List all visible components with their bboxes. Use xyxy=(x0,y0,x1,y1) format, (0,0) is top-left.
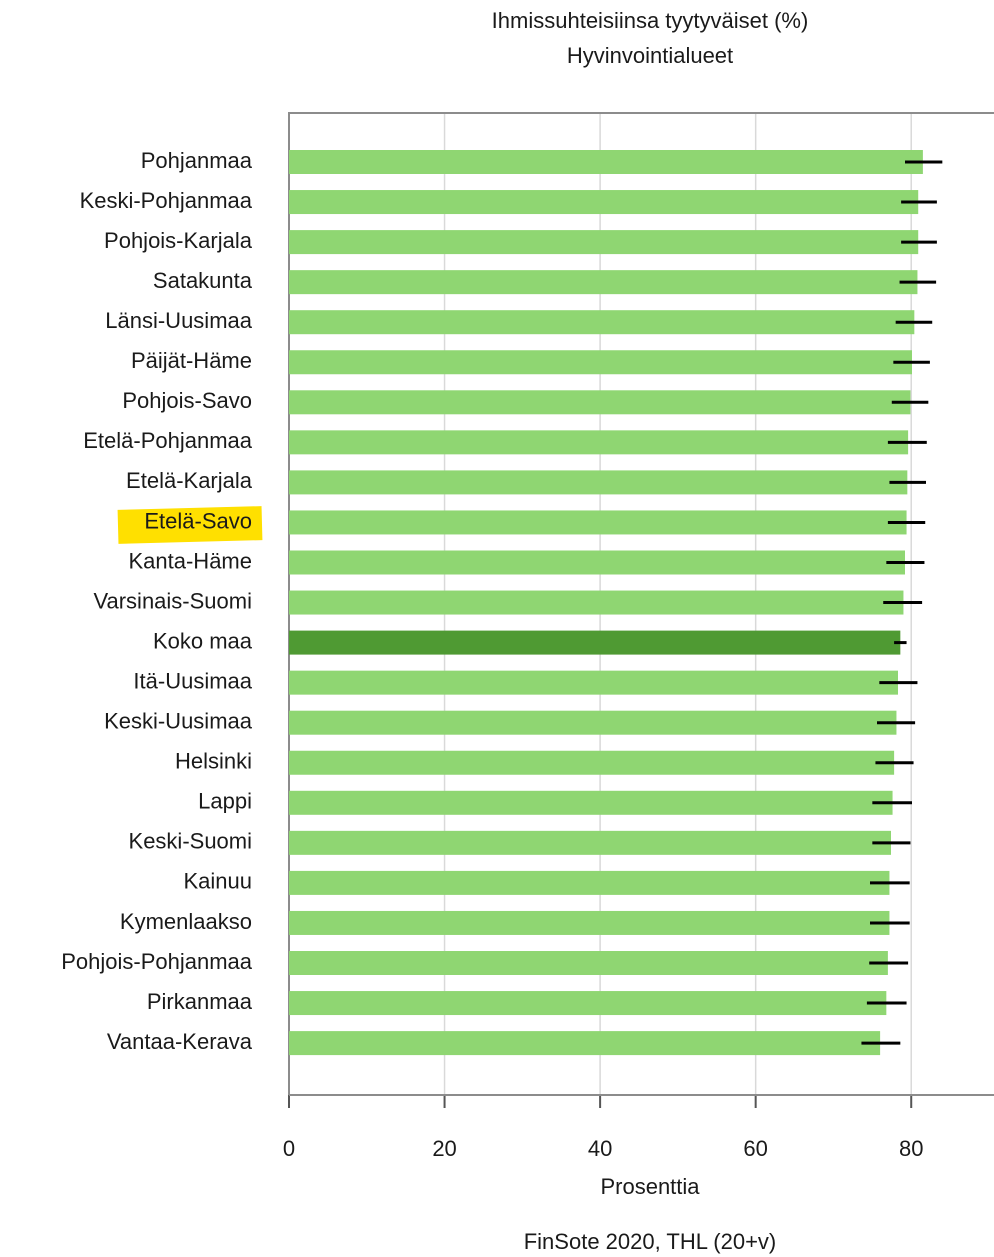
bar xyxy=(289,310,915,335)
bar xyxy=(289,590,904,615)
y-tick-label: Kymenlaakso xyxy=(120,909,252,934)
y-tick-label: Itä-Uusimaa xyxy=(133,668,252,693)
y-tick-label: Länsi-Uusimaa xyxy=(105,308,252,333)
bar xyxy=(289,190,919,215)
y-tick-label: Keski-Uusimaa xyxy=(104,709,253,734)
bar xyxy=(289,951,888,975)
y-tick-label: Pohjois-Savo xyxy=(122,388,252,413)
highlight xyxy=(117,506,263,544)
y-tick-label: Pirkanmaa xyxy=(147,989,253,1014)
y-tick-label: Vantaa-Kerava xyxy=(107,1029,253,1054)
bar xyxy=(289,390,911,415)
bar xyxy=(289,710,897,735)
x-tick-label: 80 xyxy=(899,1136,923,1161)
bar xyxy=(289,830,891,855)
y-tick-label: Varsinais-Suomi xyxy=(93,588,252,613)
bar xyxy=(289,430,909,455)
x-tick-label: 60 xyxy=(743,1136,767,1161)
bar xyxy=(289,230,919,255)
bar xyxy=(289,991,887,1016)
y-tick-label: Päijät-Häme xyxy=(131,348,252,373)
bar xyxy=(289,270,918,295)
bar xyxy=(289,790,893,815)
bar xyxy=(289,630,901,655)
y-tick-label: Pohjois-Karjala xyxy=(104,228,253,253)
bar xyxy=(289,910,890,935)
x-tick-label: 0 xyxy=(283,1136,295,1161)
y-tick-label: Etelä-Karjala xyxy=(126,468,253,493)
bar xyxy=(289,350,912,375)
y-tick-label: Keski-Suomi xyxy=(129,829,252,854)
bar xyxy=(289,1031,881,1056)
bar xyxy=(289,550,905,575)
y-tick-label: Etelä-Savo xyxy=(144,508,252,533)
bar xyxy=(289,150,923,174)
bar xyxy=(289,470,908,495)
bar xyxy=(289,510,907,535)
chart-subtitle: Hyvinvointialueet xyxy=(567,43,733,68)
bar xyxy=(289,870,890,895)
bar xyxy=(289,670,898,695)
x-tick-label: 40 xyxy=(588,1136,612,1161)
bar xyxy=(289,750,895,775)
y-tick-label: Keski-Pohjanmaa xyxy=(80,188,253,213)
y-tick-label: Satakunta xyxy=(153,268,253,293)
y-tick-label: Etelä-Pohjanmaa xyxy=(83,428,253,453)
source: FinSote 2020, THL (20+v) xyxy=(524,1229,777,1254)
y-tick-label: Helsinki xyxy=(175,749,252,774)
y-tick-label: Pohjanmaa xyxy=(141,148,253,173)
y-tick-label: Koko maa xyxy=(153,628,253,653)
y-tick-label: Kanta-Häme xyxy=(128,548,252,573)
chart-title: Ihmissuhteisiinsa tyytyväiset (%) xyxy=(492,8,809,33)
y-tick-label: Lappi xyxy=(198,789,252,814)
y-tick-label: Pohjois-Pohjanmaa xyxy=(61,949,253,974)
x-tick-label: 20 xyxy=(432,1136,456,1161)
y-tick-label: Kainuu xyxy=(183,869,252,894)
x-axis-label: Prosenttia xyxy=(600,1174,700,1199)
